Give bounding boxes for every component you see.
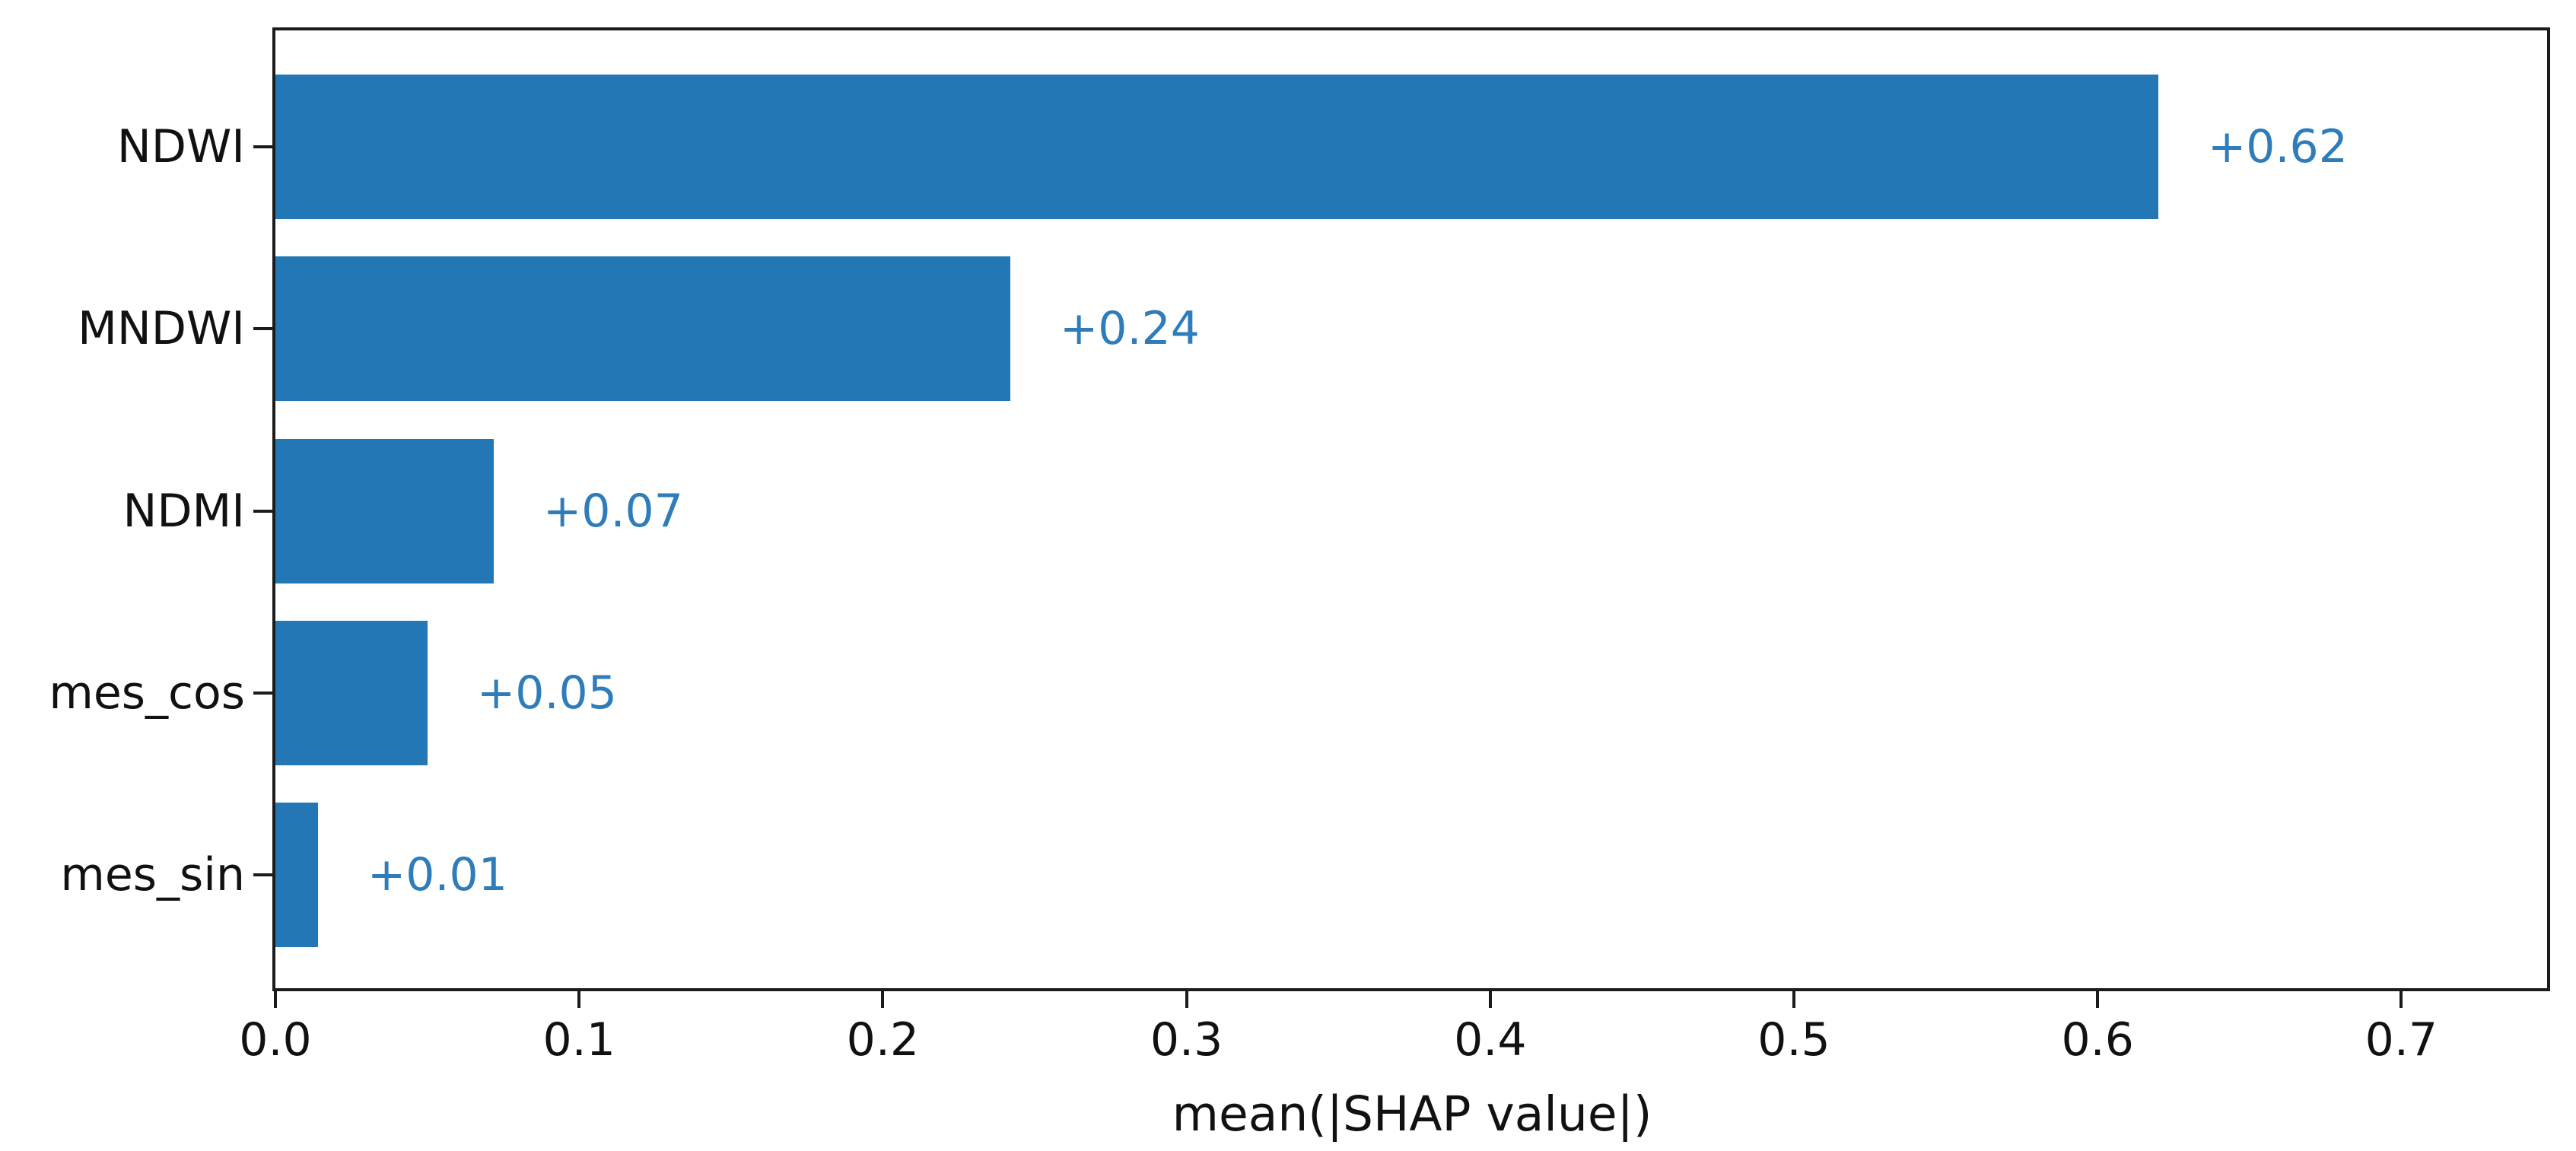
x-tick-label-0.6: 0.6 (2061, 1013, 2134, 1067)
value-label-NDMI: +0.07 (543, 484, 683, 538)
y-tick-mark (253, 145, 274, 148)
bar-mes_sin (275, 803, 318, 947)
y-tick-mark (253, 873, 274, 876)
x-tick-label-0.4: 0.4 (1454, 1013, 1527, 1067)
y-tick-mark (253, 327, 274, 331)
x-tick-mark (1488, 991, 1492, 1008)
value-label-NDWI: +0.62 (2208, 120, 2348, 173)
x-tick-mark (2096, 991, 2100, 1008)
x-axis-title: mean(|SHAP value|) (1172, 1086, 1652, 1142)
x-tick-label-0.5: 0.5 (1757, 1013, 1830, 1067)
y-tick-label-mes_sin: mes_sin (60, 848, 245, 901)
x-tick-label-0.2: 0.2 (846, 1013, 920, 1067)
x-tick-mark (274, 991, 277, 1008)
bar-NDMI (275, 438, 494, 583)
x-tick-mark (2399, 991, 2403, 1008)
bar-NDWI (275, 75, 2158, 219)
x-tick-mark (881, 991, 885, 1008)
value-label-mes_cos: +0.05 (477, 666, 617, 720)
y-tick-mark (253, 691, 274, 695)
x-tick-label-0.7: 0.7 (2365, 1013, 2438, 1067)
bar-MNDWI (275, 256, 1010, 402)
x-tick-label-0.1: 0.1 (542, 1013, 615, 1067)
bar-mes_cos (275, 620, 428, 765)
x-tick-mark (1185, 991, 1188, 1008)
y-tick-label-NDMI: NDMI (122, 484, 245, 538)
value-label-MNDWI: +0.24 (1060, 302, 1200, 356)
x-tick-mark (1792, 991, 1795, 1008)
y-tick-label-MNDWI: MNDWI (78, 302, 245, 356)
x-tick-mark (577, 991, 581, 1008)
y-tick-label-mes_cos: mes_cos (49, 666, 245, 720)
y-tick-mark (253, 509, 274, 513)
x-tick-label-0.3: 0.3 (1150, 1013, 1223, 1067)
y-tick-label-NDWI: NDWI (116, 120, 245, 173)
x-tick-label-0.0: 0.0 (239, 1013, 312, 1067)
value-label-mes_sin: +0.01 (367, 848, 507, 901)
